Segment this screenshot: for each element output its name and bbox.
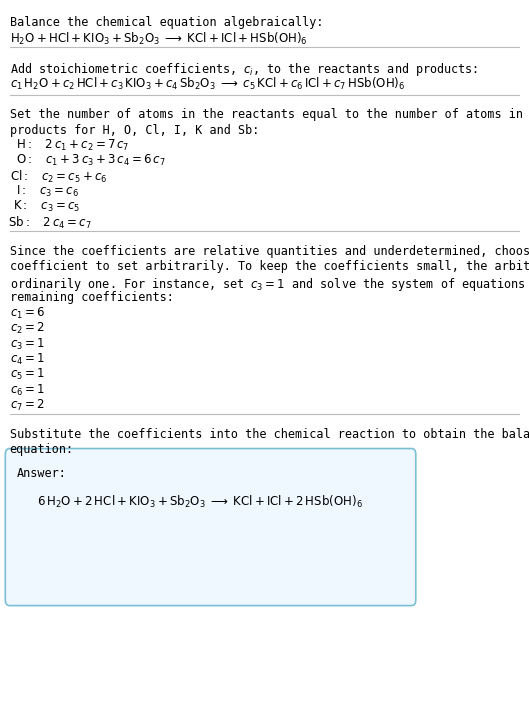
Text: Set the number of atoms in the reactants equal to the number of atoms in the: Set the number of atoms in the reactants… <box>10 108 529 121</box>
FancyBboxPatch shape <box>5 449 416 606</box>
Text: $\mathrm{O:\quad}  c_1 + 3\,c_3 + 3\,c_4 = 6\,c_7$: $\mathrm{O:\quad} c_1 + 3\,c_3 + 3\,c_4 … <box>16 153 166 169</box>
Text: $c_7 = 2$: $c_7 = 2$ <box>10 398 44 413</box>
Text: $\mathrm{Sb:\quad}  2\,c_4 = c_7$: $\mathrm{Sb:\quad} 2\,c_4 = c_7$ <box>8 214 92 230</box>
Text: coefficient to set arbitrarily. To keep the coefficients small, the arbitrary va: coefficient to set arbitrarily. To keep … <box>10 260 529 273</box>
Text: $c_5 = 1$: $c_5 = 1$ <box>10 367 44 382</box>
Text: $\mathrm{H:\quad}  2\,c_1 + c_2 = 7\,c_7$: $\mathrm{H:\quad} 2\,c_1 + c_2 = 7\,c_7$ <box>16 138 130 153</box>
Text: $\mathrm{H_2O + HCl + KIO_3 + Sb_2O_3 \;\longrightarrow\; KCl + ICl + HSb(OH)_6}: $\mathrm{H_2O + HCl + KIO_3 + Sb_2O_3 \;… <box>10 31 307 47</box>
Text: Since the coefficients are relative quantities and underdetermined, choose a: Since the coefficients are relative quan… <box>10 245 529 258</box>
Text: $c_4 = 1$: $c_4 = 1$ <box>10 352 44 367</box>
Text: Substitute the coefficients into the chemical reaction to obtain the balanced: Substitute the coefficients into the che… <box>10 428 529 441</box>
Text: Balance the chemical equation algebraically:: Balance the chemical equation algebraica… <box>10 16 323 29</box>
Text: Answer:: Answer: <box>17 467 67 480</box>
Text: $c_6 = 1$: $c_6 = 1$ <box>10 382 44 398</box>
Text: remaining coefficients:: remaining coefficients: <box>10 291 174 304</box>
Text: $c_2 = 2$: $c_2 = 2$ <box>10 321 44 337</box>
Text: products for H, O, Cl, I, K and Sb:: products for H, O, Cl, I, K and Sb: <box>10 124 259 137</box>
Text: Add stoichiometric coefficients, $c_i$, to the reactants and products:: Add stoichiometric coefficients, $c_i$, … <box>10 61 478 78</box>
Text: $c_3 = 1$: $c_3 = 1$ <box>10 337 44 352</box>
Text: equation:: equation: <box>10 443 74 457</box>
Text: $c_1\,\mathrm{H_2O} + c_2\,\mathrm{HCl} + c_3\,\mathrm{KIO_3} + c_4\,\mathrm{Sb_: $c_1\,\mathrm{H_2O} + c_2\,\mathrm{HCl} … <box>10 76 405 92</box>
Text: $\mathrm{I:\quad}  c_3 = c_6$: $\mathrm{I:\quad} c_3 = c_6$ <box>16 184 79 199</box>
Text: $\mathrm{Cl:\quad}  c_2 = c_5 + c_6$: $\mathrm{Cl:\quad} c_2 = c_5 + c_6$ <box>10 169 107 185</box>
Text: $\mathrm{K:\quad}  c_3 = c_5$: $\mathrm{K:\quad} c_3 = c_5$ <box>13 199 80 214</box>
Text: $c_1 = 6$: $c_1 = 6$ <box>10 306 45 321</box>
Text: $\mathrm{6\,H_2O + 2\,HCl + KIO_3 + Sb_2O_3 \;\longrightarrow\; KCl + ICl + 2\,H: $\mathrm{6\,H_2O + 2\,HCl + KIO_3 + Sb_2… <box>37 494 363 510</box>
Text: ordinarily one. For instance, set $c_3 = 1$ and solve the system of equations fo: ordinarily one. For instance, set $c_3 =… <box>10 276 529 292</box>
